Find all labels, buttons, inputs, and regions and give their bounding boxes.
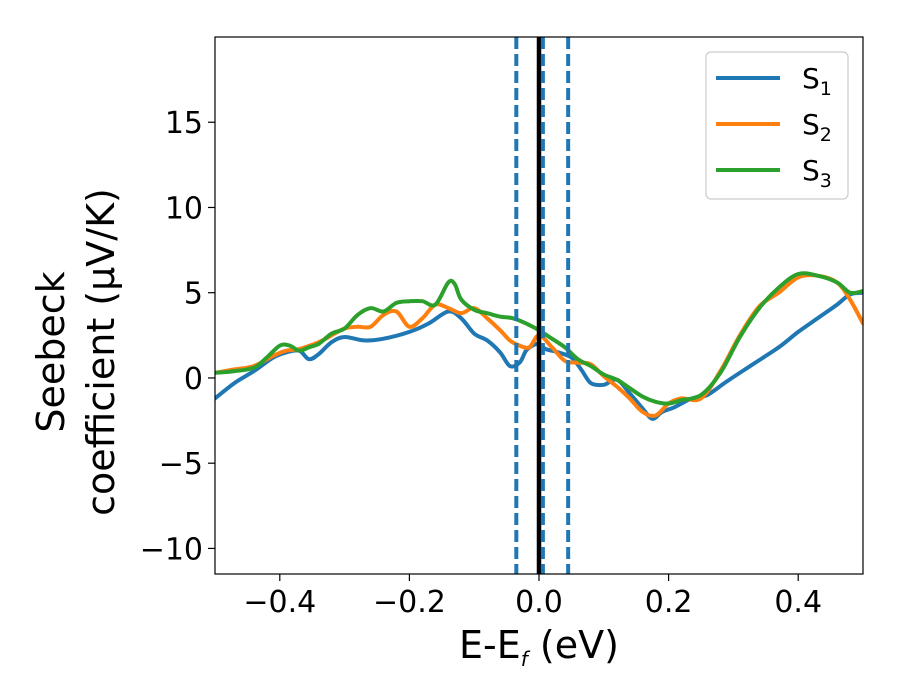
y-tick-label: −10: [140, 532, 203, 567]
y-tick-label: −5: [159, 447, 203, 482]
x-tick-label: −0.4: [243, 585, 316, 620]
y-tick-label: 10: [165, 191, 203, 226]
x-tick-label: 0.4: [774, 585, 822, 620]
legend-label-s2: S2: [802, 108, 832, 146]
x-tick-label: 0.2: [645, 585, 693, 620]
y-tick-label: 0: [184, 362, 203, 397]
y-axis-label-line1: Seebeck: [29, 271, 73, 432]
y-axis-label-line2: coefficient (μV/K): [79, 188, 123, 516]
series-line-s3: [215, 271, 863, 406]
x-axis-label: E-Ef (eV): [459, 623, 619, 671]
legend-label-s1: S1: [802, 62, 832, 100]
legend-label-s3: S3: [802, 154, 832, 192]
y-tick-label: 15: [165, 106, 203, 141]
y-tick-label: 5: [184, 277, 203, 312]
x-tick-label: 0.0: [515, 585, 563, 620]
x-tick-label: −0.2: [373, 585, 446, 620]
